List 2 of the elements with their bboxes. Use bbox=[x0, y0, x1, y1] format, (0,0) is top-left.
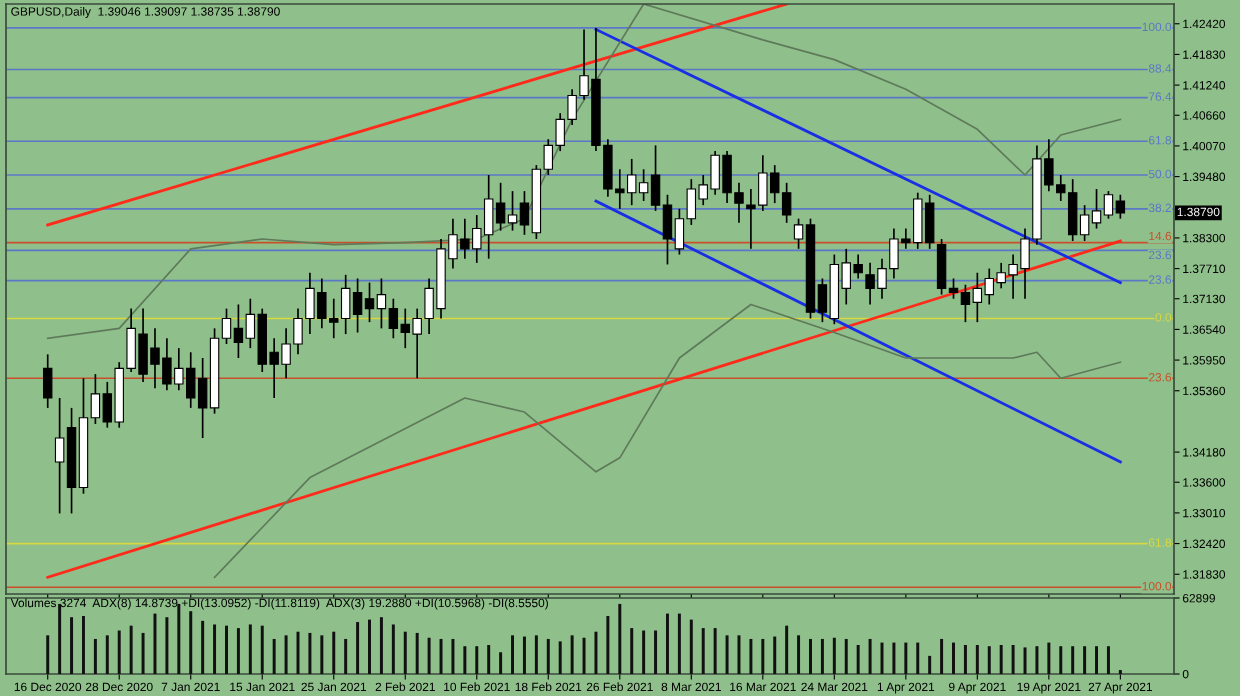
candlestick bbox=[42, 353, 53, 409]
line-series bbox=[213, 303, 1122, 579]
